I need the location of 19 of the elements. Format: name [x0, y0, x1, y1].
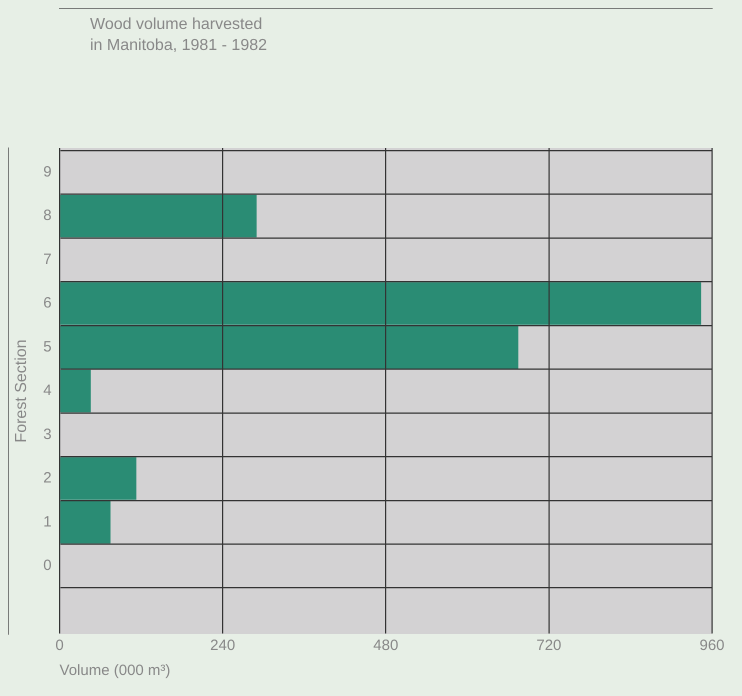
x-axis-title: Volume (000 m³) — [60, 662, 170, 680]
x-tick-label: 720 — [536, 637, 562, 654]
y-tick-label: 8 — [43, 207, 52, 224]
y-tick-label: 9 — [43, 163, 52, 180]
x-tick-label: 0 — [55, 637, 64, 654]
x-tick-label: 480 — [373, 637, 398, 654]
y-tick-label: 1 — [43, 513, 52, 530]
y-tick-label: 0 — [43, 557, 52, 574]
y-tick-label: 3 — [43, 426, 52, 443]
y-tick-label: 6 — [43, 294, 52, 312]
chart-title: Wood volume harvested in Manitoba, 1981 - 1982 — [90, 15, 268, 56]
y-tick-label: 5 — [43, 338, 52, 356]
y-tick-label: 7 — [43, 250, 52, 268]
x-tick-label: 960 — [699, 637, 725, 654]
x-tick-label: 240 — [210, 637, 236, 654]
y-axis-title: Forest Section — [13, 339, 30, 443]
y-tick-label: 4 — [43, 382, 52, 400]
y-tick-label: 2 — [43, 470, 52, 487]
bar — [60, 194, 257, 238]
